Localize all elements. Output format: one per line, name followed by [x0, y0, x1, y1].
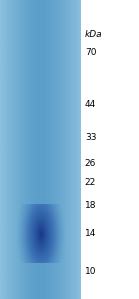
Text: 18: 18	[85, 201, 96, 210]
Text: 70: 70	[85, 48, 96, 57]
Text: 10: 10	[85, 267, 96, 276]
Text: 26: 26	[85, 159, 96, 168]
Text: kDa: kDa	[85, 30, 102, 39]
Text: 14: 14	[85, 229, 96, 238]
Text: 44: 44	[85, 100, 96, 109]
Text: 33: 33	[85, 132, 96, 141]
Text: 22: 22	[85, 178, 96, 187]
